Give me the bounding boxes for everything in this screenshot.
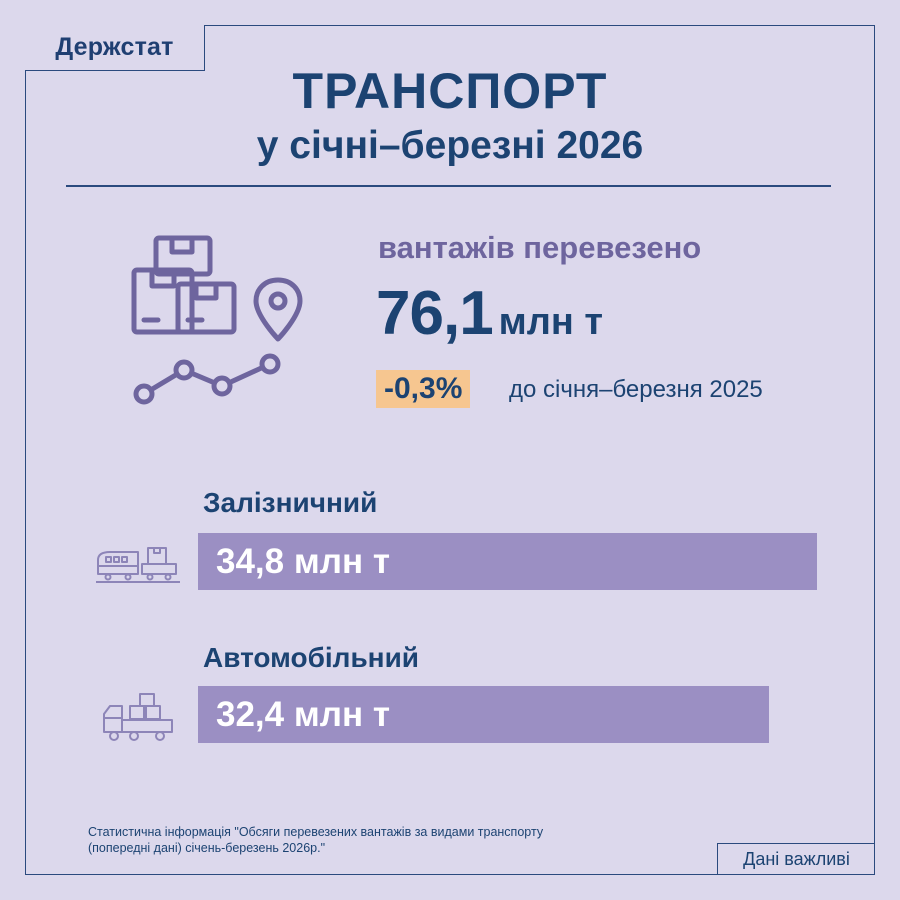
hero-label: вантажів перевезено [378, 230, 702, 265]
road-label: Автомобільний [203, 642, 420, 673]
divider [66, 185, 831, 187]
page-frame [25, 25, 875, 875]
change-comparison-text: до січня–березня 2025 [509, 376, 763, 403]
rail-label: Залізничний [203, 487, 378, 518]
truck-cargo-icon [103, 693, 173, 741]
footnote-line: (попередні дані) січень-березень 2026р." [88, 841, 326, 855]
data-important-tag: Дані важливі [717, 843, 875, 875]
brand-logo: Держстат [25, 25, 205, 71]
page-subtitle: у січні–березні 2026 [256, 124, 644, 167]
road-bar: 32,4 млн т [198, 686, 769, 743]
footnote-line: Статистична інформація "Обсяги перевезен… [88, 825, 544, 839]
source-footnote: Статистична інформація "Обсяги перевезен… [88, 824, 648, 856]
page-title: ТРАНСПОРТ [292, 63, 608, 119]
hero-value-unit: млн т [498, 301, 604, 343]
rail-bar: 34,8 млн т [198, 533, 817, 590]
change-badge: -0,3% [376, 370, 471, 408]
boxes-location-route-icon [131, 235, 303, 405]
train-cargo-icon [96, 547, 180, 583]
hero-value-number: 76,1 [376, 279, 494, 348]
hero-value: 76,1 млн т [376, 278, 603, 349]
